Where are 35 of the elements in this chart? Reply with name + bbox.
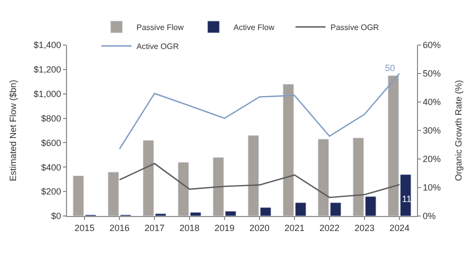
x-tick-label: 2024	[389, 222, 410, 233]
x-tick-label: 2015	[74, 222, 95, 233]
x-tick-label: 2016	[109, 222, 130, 233]
y2-tick-label: 20%	[422, 154, 441, 164]
y-axis-title: Estimated Net Flow ($bn)	[8, 80, 18, 182]
x-tick-label: 2018	[179, 222, 200, 233]
x-tick-label: 2023	[354, 222, 375, 233]
legend-label: Active OGR	[136, 42, 179, 52]
x-tick-label: 2022	[319, 222, 340, 233]
y-tick-label: $200	[41, 186, 62, 197]
y-tick-label: $1,000	[34, 89, 62, 100]
y-tick-label: $1,200	[34, 64, 62, 75]
y-tick-label: $600	[41, 138, 62, 148]
legend-label: Passive OGR	[330, 23, 380, 32]
y-tick-label: $1,400	[34, 40, 62, 50]
y-tick-label: $0	[51, 211, 62, 222]
y2-tick-label: 0%	[422, 211, 436, 222]
data-label: 50	[385, 63, 396, 73]
x-tick-label: 2019	[214, 222, 235, 233]
data-label: 11	[402, 194, 412, 204]
y-tick-label: $800	[41, 113, 62, 124]
line-series	[118, 162, 400, 198]
x-tick-label: 2017	[144, 222, 165, 233]
legend-label: Active Flow	[234, 23, 275, 32]
y2-axis-title: Organic Growth Rate (%)	[454, 80, 464, 182]
y2-tick-label: 10%	[422, 182, 441, 193]
line-series	[118, 72, 400, 150]
legend-label: Passive Flow	[136, 23, 184, 32]
y2-tick-label: 30%	[422, 126, 441, 136]
y2-tick-label: 60%	[422, 40, 441, 50]
x-tick-label: 2021	[284, 222, 305, 233]
y2-tick-label: 40%	[422, 97, 441, 108]
y2-tick-label: 50%	[422, 68, 441, 79]
x-tick-label: 2020	[249, 222, 270, 233]
y-tick-label: $400	[41, 162, 62, 172]
